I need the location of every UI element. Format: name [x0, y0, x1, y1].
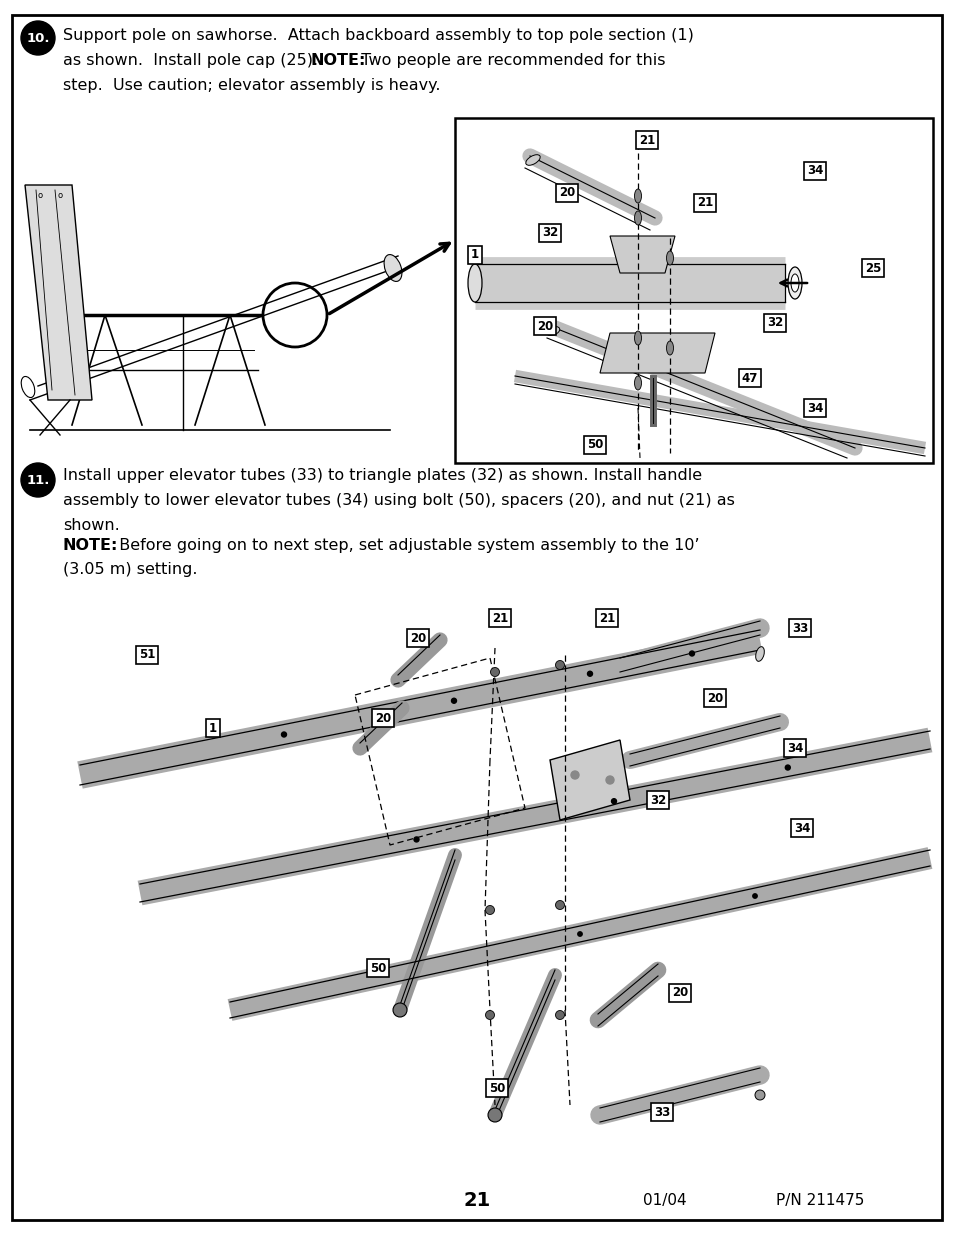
Ellipse shape — [21, 377, 34, 398]
Text: (3.05 m) setting.: (3.05 m) setting. — [63, 562, 197, 577]
Ellipse shape — [546, 326, 559, 336]
Text: NOTE:: NOTE: — [311, 53, 366, 68]
Polygon shape — [550, 740, 629, 820]
Circle shape — [754, 1091, 764, 1100]
Text: 25: 25 — [864, 262, 881, 274]
Text: 47: 47 — [741, 372, 758, 384]
Text: Two people are recommended for this: Two people are recommended for this — [351, 53, 665, 68]
Text: as shown.  Install pole cap (25).: as shown. Install pole cap (25). — [63, 53, 328, 68]
Text: o: o — [57, 190, 63, 200]
Circle shape — [784, 764, 789, 771]
Circle shape — [555, 661, 564, 669]
Ellipse shape — [755, 647, 763, 661]
Circle shape — [414, 837, 418, 842]
Ellipse shape — [787, 267, 801, 299]
Text: 33: 33 — [791, 621, 807, 635]
Ellipse shape — [634, 189, 640, 203]
Circle shape — [21, 463, 55, 496]
Circle shape — [752, 894, 757, 898]
Text: 50: 50 — [370, 962, 386, 974]
Circle shape — [605, 776, 614, 784]
Text: 01/04: 01/04 — [642, 1193, 686, 1208]
Text: 34: 34 — [806, 164, 822, 178]
Text: 1: 1 — [471, 248, 478, 262]
Ellipse shape — [525, 154, 539, 165]
Circle shape — [490, 667, 499, 677]
Text: 32: 32 — [541, 226, 558, 240]
Circle shape — [488, 1108, 501, 1123]
Ellipse shape — [666, 251, 673, 266]
Circle shape — [393, 1003, 407, 1016]
Polygon shape — [599, 333, 714, 373]
Circle shape — [587, 672, 592, 677]
Text: Support pole on sawhorse.  Attach backboard assembly to top pole section (1): Support pole on sawhorse. Attach backboa… — [63, 28, 693, 43]
Ellipse shape — [634, 211, 640, 225]
Text: NOTE:: NOTE: — [63, 538, 118, 553]
Text: 20: 20 — [537, 320, 553, 332]
Circle shape — [485, 905, 494, 914]
Bar — [455, 119, 932, 463]
Circle shape — [451, 698, 456, 703]
Text: 1: 1 — [209, 721, 217, 735]
Polygon shape — [609, 236, 675, 273]
Circle shape — [485, 1010, 494, 1020]
Text: 11.: 11. — [27, 473, 50, 487]
Circle shape — [21, 21, 55, 56]
Text: 33: 33 — [653, 1105, 669, 1119]
Text: 20: 20 — [410, 631, 426, 645]
Circle shape — [555, 1010, 564, 1020]
Circle shape — [578, 931, 581, 936]
Text: 50: 50 — [586, 438, 602, 452]
Circle shape — [281, 732, 286, 737]
Text: Install upper elevator tubes (33) to triangle plates (32) as shown. Install hand: Install upper elevator tubes (33) to tri… — [63, 468, 701, 483]
Text: step.  Use caution; elevator assembly is heavy.: step. Use caution; elevator assembly is … — [63, 78, 440, 93]
Text: 50: 50 — [488, 1082, 505, 1094]
Ellipse shape — [666, 341, 673, 354]
Circle shape — [571, 771, 578, 779]
Text: 51: 51 — [139, 648, 155, 662]
Text: 20: 20 — [706, 692, 722, 704]
Text: 21: 21 — [639, 133, 655, 147]
Ellipse shape — [634, 375, 640, 390]
Text: assembly to lower elevator tubes (34) using bolt (50), spacers (20), and nut (21: assembly to lower elevator tubes (34) us… — [63, 493, 734, 508]
Ellipse shape — [634, 331, 640, 345]
Text: 32: 32 — [766, 316, 782, 330]
Text: 20: 20 — [671, 987, 687, 999]
Text: Before going on to next step, set adjustable system assembly to the 10’: Before going on to next step, set adjust… — [109, 538, 699, 553]
Text: 34: 34 — [793, 821, 809, 835]
Text: 20: 20 — [375, 711, 391, 725]
Ellipse shape — [468, 264, 481, 303]
Text: 10.: 10. — [27, 32, 50, 44]
Polygon shape — [25, 185, 91, 400]
Text: 21: 21 — [598, 611, 615, 625]
Text: 32: 32 — [649, 794, 665, 806]
Text: 21: 21 — [463, 1191, 490, 1209]
Text: 34: 34 — [786, 741, 802, 755]
Circle shape — [611, 799, 616, 804]
Text: 34: 34 — [806, 401, 822, 415]
Circle shape — [555, 900, 564, 909]
Ellipse shape — [384, 254, 401, 282]
Text: P/N 211475: P/N 211475 — [775, 1193, 863, 1208]
Circle shape — [689, 651, 694, 656]
Ellipse shape — [790, 274, 799, 291]
Text: o: o — [37, 190, 43, 200]
Text: 21: 21 — [696, 196, 713, 210]
Text: 21: 21 — [492, 611, 508, 625]
Text: shown.: shown. — [63, 517, 120, 534]
Text: 20: 20 — [558, 186, 575, 200]
